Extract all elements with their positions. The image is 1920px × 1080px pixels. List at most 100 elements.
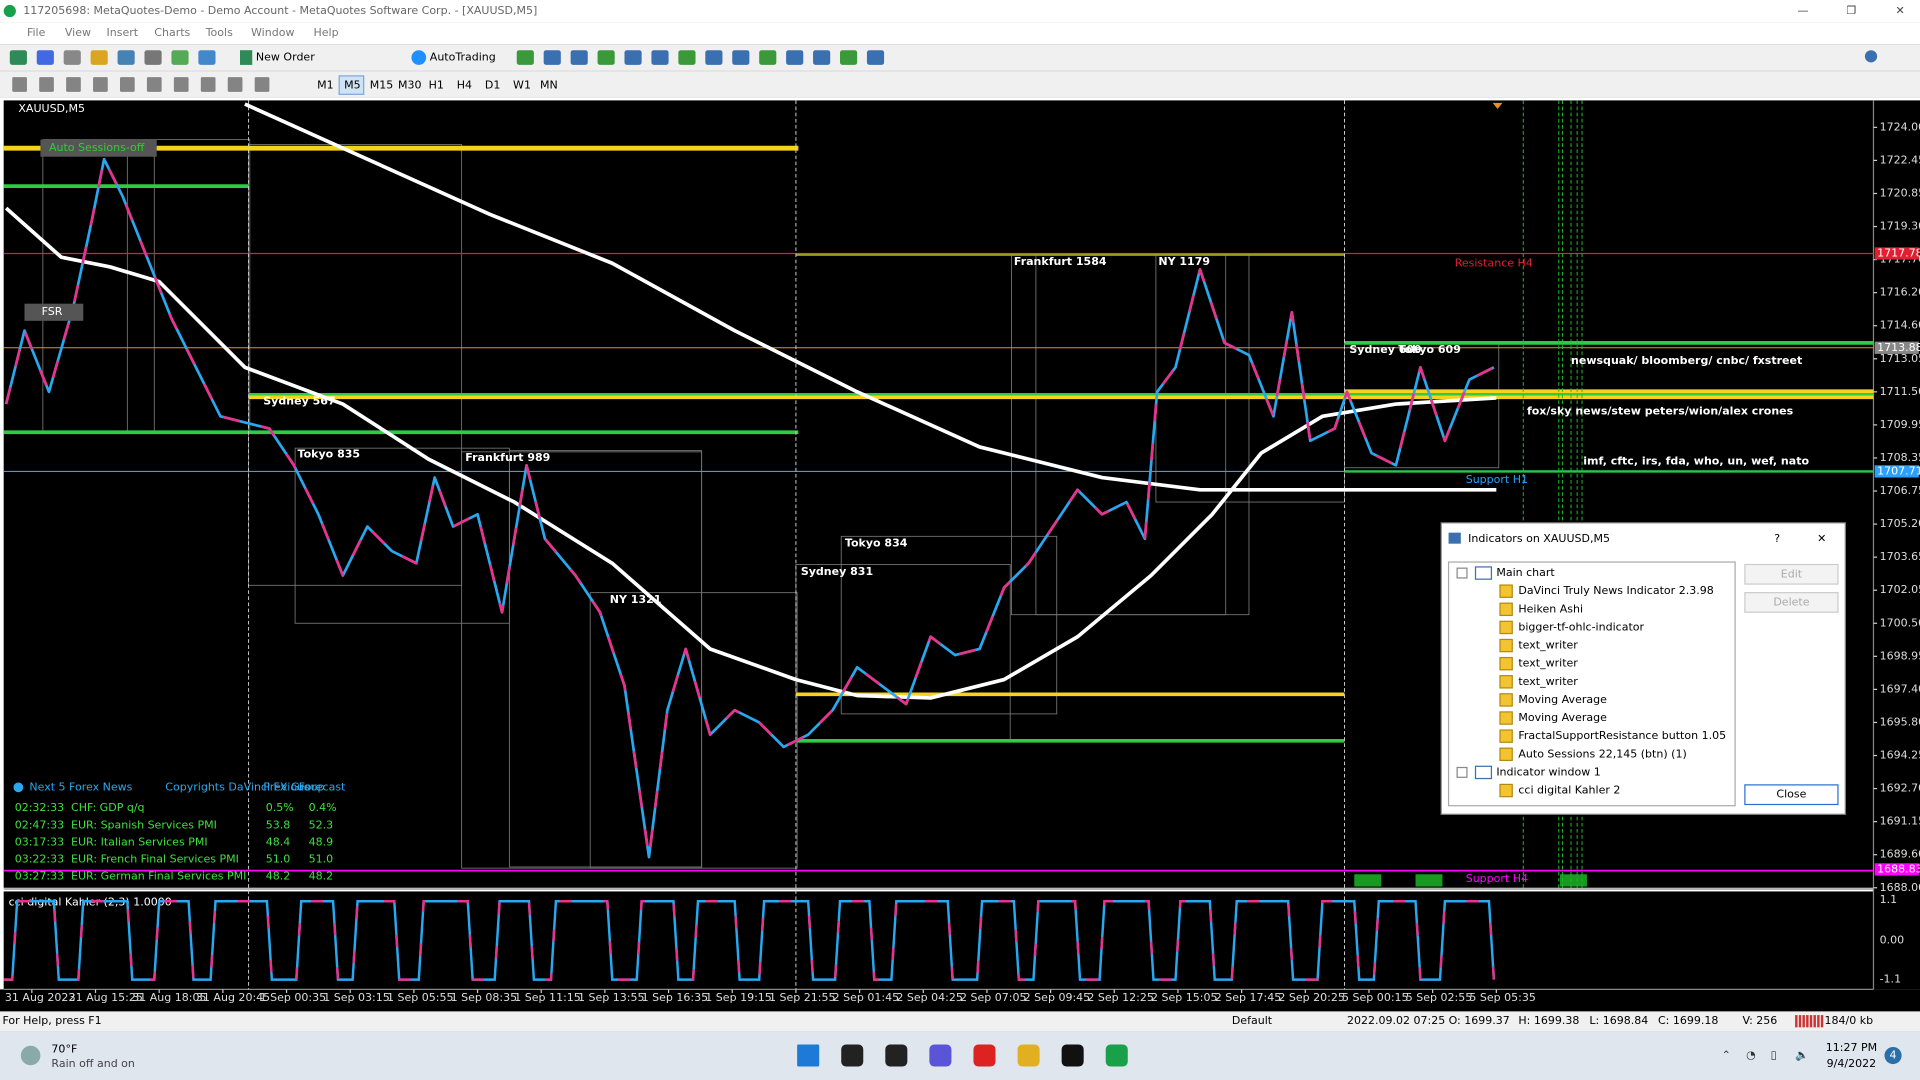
tree-item[interactable]: text_writer [1518,639,1578,652]
toolbar-icon[interactable] [198,50,216,65]
menu-item[interactable]: Help [313,26,338,39]
menu-item[interactable]: View [65,26,91,39]
tree-item[interactable]: Heiken Ashi [1518,602,1583,615]
menu-item[interactable]: Window [251,26,294,39]
toolbar-icon[interactable] [705,50,723,65]
dialog-button-label[interactable]: Edit [1781,567,1803,580]
window-control[interactable]: ❐ [1847,4,1857,17]
dialog-help[interactable]: ? [1774,532,1780,545]
toolbar-icon[interactable] [597,50,615,65]
time-tick-label: 2 Sep 07:05 [960,991,1027,1004]
toolbar-icon[interactable] [624,50,642,65]
toolbar-icon[interactable] [90,50,108,65]
tree-item[interactable]: text_writer [1518,675,1578,688]
timeframe-button[interactable]: M15 [370,79,394,92]
dialog-close[interactable]: ✕ [1817,532,1826,545]
tree-item[interactable]: Auto Sessions 22,145 (btn) (1) [1518,747,1686,760]
tree-node[interactable]: Indicator window 1 [1496,765,1600,778]
toolbar-icon[interactable] [866,50,885,65]
dialog-button[interactable] [1744,563,1839,585]
window-control[interactable]: — [1798,4,1809,17]
toolbar-icon[interactable] [543,50,561,65]
timeframe-button[interactable]: M5 [344,79,361,92]
draw-tool-icon[interactable] [227,77,243,92]
timeframe-button[interactable]: MN [540,79,558,92]
toolbar-icon[interactable] [570,50,588,65]
news-cell: 51.0 [266,853,291,866]
timeframe-button[interactable]: M30 [398,79,422,92]
timeframe-button[interactable]: D1 [485,79,501,92]
draw-tool-icon[interactable] [12,77,27,92]
toolbar-icon[interactable] [732,50,750,65]
menu-item[interactable]: Tools [205,26,233,39]
toolbar-icon[interactable] [759,50,777,65]
draw-tool-icon[interactable] [200,77,216,92]
toolbar-icon[interactable] [651,50,669,65]
draw-tool-icon[interactable] [66,77,81,92]
toolbar-icon[interactable] [516,50,534,65]
timeframe-button[interactable]: H4 [457,79,472,92]
taskbar-app[interactable] [929,1044,952,1067]
dialog-button[interactable] [1744,784,1839,806]
tray-icon[interactable]: ▯ [1771,1049,1777,1062]
time-marker [1415,874,1443,887]
chart-label[interactable]: FSR [42,305,63,318]
tray-icon[interactable]: ◔ [1746,1049,1756,1062]
window-control[interactable]: ✕ [1896,4,1905,17]
draw-tool-icon[interactable] [93,77,108,92]
app-icon [3,4,16,18]
toolbar-icon[interactable] [9,50,27,65]
tray-icon[interactable]: ⌃ [1722,1049,1731,1062]
menu-item[interactable]: Insert [107,26,139,39]
time-tick-label: 2 Sep 15:05 [1151,991,1218,1004]
window-title: 117205698: MetaQuotes-Demo - Demo Accoun… [23,4,537,17]
tree-item[interactable]: bigger-tf-ohlc-indicator [1518,620,1644,633]
toolbar-icon[interactable] [63,50,81,65]
draw-tool-icon[interactable] [120,77,135,92]
toolbar-icon[interactable] [786,50,804,65]
timeframe-button[interactable]: W1 [513,79,531,92]
autotrading-button[interactable]: AutoTrading [430,51,496,64]
toolbar-icon[interactable] [813,50,831,65]
taskbar-app[interactable] [1061,1044,1084,1067]
taskbar-app[interactable] [1017,1044,1040,1067]
taskbar-app[interactable] [841,1044,864,1067]
taskbar-app[interactable] [973,1044,996,1067]
new-order-button[interactable]: New Order [256,51,315,64]
taskbar-app[interactable] [885,1044,908,1067]
toolbar-icon[interactable] [171,50,189,65]
chart-label: imf, cftc, irs, fda, who, un, wef, nato [1583,455,1809,468]
draw-tool-icon[interactable] [254,77,270,92]
toolbar-icon[interactable] [117,50,135,65]
tree-item[interactable]: DaVinci Truly News Indicator 2.3.98 [1518,584,1713,597]
notification-count[interactable]: 4 [1890,1049,1897,1062]
toolbar-icon[interactable] [144,50,162,65]
weather-temp: 70°F [51,1042,77,1055]
toolbar-icon[interactable] [678,50,696,65]
menu-item[interactable]: Charts [154,26,190,39]
tree-item[interactable]: Moving Average [1518,711,1607,724]
menu-item[interactable]: File [27,26,46,39]
price-tick-label: 1691.15 [1880,815,1920,828]
tray-icon[interactable]: 🔈 [1795,1049,1809,1062]
timeframe-button[interactable]: H1 [429,79,444,92]
dialog-button-label[interactable]: Delete [1773,595,1809,608]
draw-tool-icon[interactable] [173,77,189,92]
dialog-button[interactable] [1744,592,1839,613]
button-bg [40,139,157,157]
chart-label: Tokyo 834 [845,537,908,550]
tree-node[interactable]: Main chart [1496,566,1555,579]
taskbar-app[interactable] [1105,1044,1128,1067]
timeframe-button[interactable]: M1 [317,79,334,92]
tree-item[interactable]: FractalSupportResistance button 1.05 [1518,729,1726,742]
tree-item[interactable]: Moving Average [1518,693,1607,706]
chart-label[interactable]: Auto Sessions-off [49,141,145,154]
toolbar-icon[interactable] [840,50,858,65]
dialog-button-label[interactable]: Close [1776,788,1806,801]
tree-item[interactable]: text_writer [1518,657,1578,670]
draw-tool-icon[interactable] [146,77,162,92]
taskbar-app[interactable] [797,1044,820,1067]
toolbar-icon[interactable] [36,50,54,65]
draw-tool-icon[interactable] [39,77,54,92]
tree-item[interactable]: cci digital Kahler 2 [1518,784,1620,797]
